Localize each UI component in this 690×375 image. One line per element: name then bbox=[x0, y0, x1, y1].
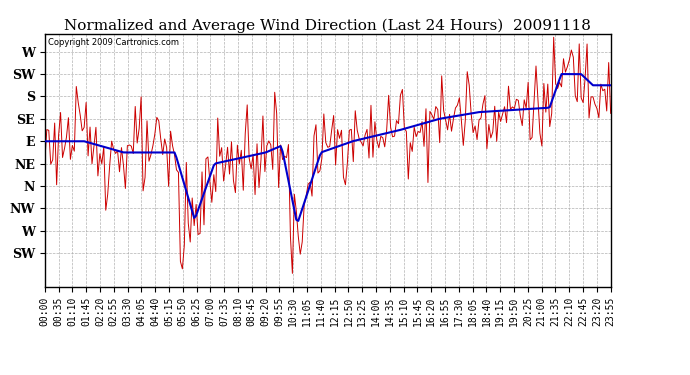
Text: Copyright 2009 Cartronics.com: Copyright 2009 Cartronics.com bbox=[48, 38, 179, 46]
Title: Normalized and Average Wind Direction (Last 24 Hours)  20091118: Normalized and Average Wind Direction (L… bbox=[64, 18, 591, 33]
